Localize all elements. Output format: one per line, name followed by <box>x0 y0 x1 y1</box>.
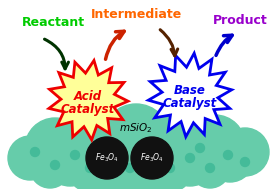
Circle shape <box>70 150 79 160</box>
Text: $mSiO_2$: $mSiO_2$ <box>119 121 153 135</box>
Circle shape <box>30 147 39 156</box>
Circle shape <box>131 137 173 179</box>
Circle shape <box>148 148 192 189</box>
Circle shape <box>51 160 60 170</box>
Text: Reactant: Reactant <box>22 15 85 29</box>
Circle shape <box>186 153 194 163</box>
Circle shape <box>240 157 249 167</box>
Text: Catalyst: Catalyst <box>61 102 115 115</box>
Circle shape <box>156 143 165 152</box>
Circle shape <box>125 163 134 173</box>
Circle shape <box>185 115 245 175</box>
Circle shape <box>63 110 127 174</box>
Circle shape <box>196 143 205 153</box>
Text: Base: Base <box>174 84 206 98</box>
Circle shape <box>206 163 215 173</box>
Text: Product: Product <box>213 13 268 26</box>
Circle shape <box>102 104 170 172</box>
Polygon shape <box>148 53 232 137</box>
Circle shape <box>110 140 119 149</box>
Circle shape <box>85 163 94 173</box>
Circle shape <box>86 137 128 179</box>
Circle shape <box>122 134 178 189</box>
Polygon shape <box>49 60 128 140</box>
Circle shape <box>224 150 233 160</box>
Text: $Fe_3O_4$: $Fe_3O_4$ <box>95 152 119 164</box>
Circle shape <box>44 134 96 186</box>
Circle shape <box>206 134 254 182</box>
Circle shape <box>30 148 70 188</box>
Text: $Fe_3O_4$: $Fe_3O_4$ <box>140 152 164 164</box>
Text: Acid: Acid <box>74 90 102 102</box>
Circle shape <box>82 134 138 189</box>
Circle shape <box>221 128 269 176</box>
Circle shape <box>25 118 85 178</box>
Circle shape <box>190 148 230 188</box>
Text: Intermediate: Intermediate <box>90 8 182 20</box>
Circle shape <box>164 134 216 186</box>
Circle shape <box>106 150 115 160</box>
Text: Catalyst: Catalyst <box>163 98 217 111</box>
Circle shape <box>165 163 175 173</box>
Circle shape <box>8 136 52 180</box>
Circle shape <box>108 148 152 189</box>
Circle shape <box>68 148 112 189</box>
Circle shape <box>146 150 154 160</box>
Circle shape <box>143 108 207 172</box>
